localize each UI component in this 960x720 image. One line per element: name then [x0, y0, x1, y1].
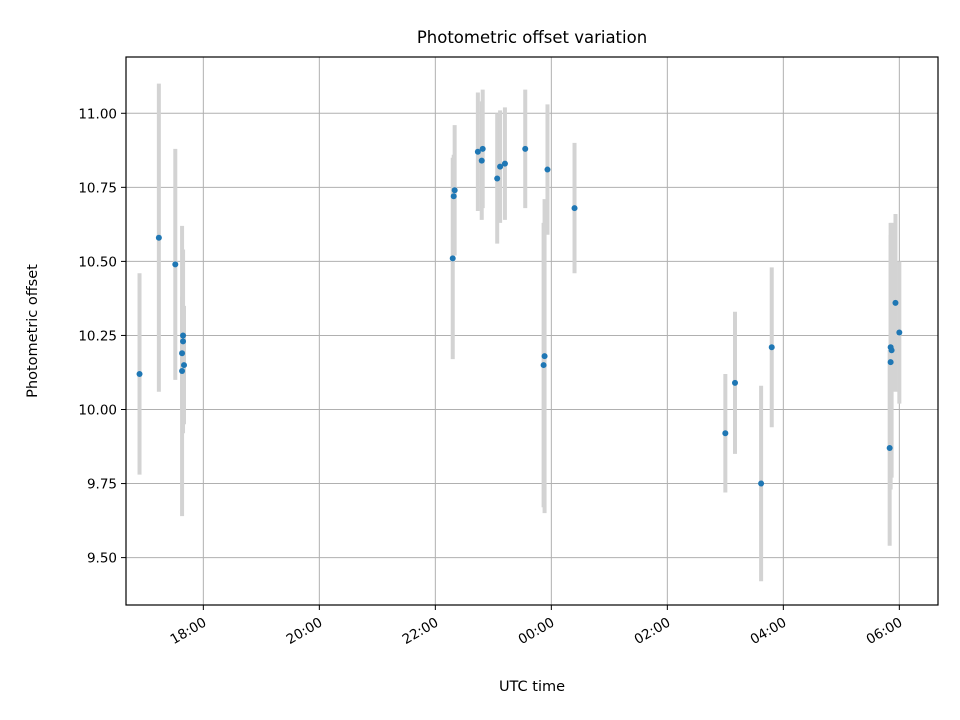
plot-frame — [125, 56, 939, 606]
data-point — [887, 359, 894, 366]
data-point — [896, 329, 903, 336]
data-point — [172, 261, 179, 268]
data-point — [180, 338, 187, 345]
data-point — [479, 145, 486, 152]
data-point — [732, 379, 738, 386]
data-point — [892, 299, 899, 306]
data-point — [541, 353, 548, 360]
data-point — [522, 145, 529, 152]
y-tick-label: 10.50 — [78, 254, 117, 270]
data-point — [544, 166, 551, 173]
data-point — [181, 362, 187, 369]
data-point — [478, 157, 485, 164]
y-axis-label: Photometric offset — [25, 264, 41, 398]
data-point — [722, 430, 729, 437]
data-point — [449, 255, 456, 262]
x-axis-label: UTC time — [499, 679, 565, 695]
data-point — [888, 347, 895, 354]
data-point — [571, 205, 578, 212]
data-point — [179, 367, 186, 374]
data-point — [768, 344, 775, 351]
y-tick-label: 10.75 — [78, 180, 117, 196]
data-point — [136, 370, 143, 377]
data-point — [450, 193, 457, 200]
y-axis-ticks: 9.50 9.75 10.00 10.25 10.50 10.75 11.00 — [78, 106, 126, 567]
y-tick-label: 10.25 — [78, 328, 117, 344]
data-point — [474, 148, 481, 155]
data-point — [886, 445, 893, 452]
y-tick-label: 10.00 — [78, 402, 117, 418]
data-point — [155, 234, 162, 241]
grid-lines — [126, 57, 938, 605]
y-tick-label: 9.50 — [87, 551, 117, 567]
y-tick-label: 9.75 — [87, 477, 117, 493]
data-point — [540, 362, 547, 369]
data-point — [180, 332, 187, 339]
chart-title: Photometric offset variation — [417, 28, 647, 47]
data-point — [501, 160, 508, 167]
data-point — [451, 187, 458, 194]
data-points — [136, 145, 903, 487]
y-tick-label: 11.00 — [78, 106, 117, 122]
data-point — [179, 350, 186, 357]
data-point — [497, 163, 504, 170]
data-point — [758, 480, 765, 487]
data-point — [494, 175, 501, 182]
